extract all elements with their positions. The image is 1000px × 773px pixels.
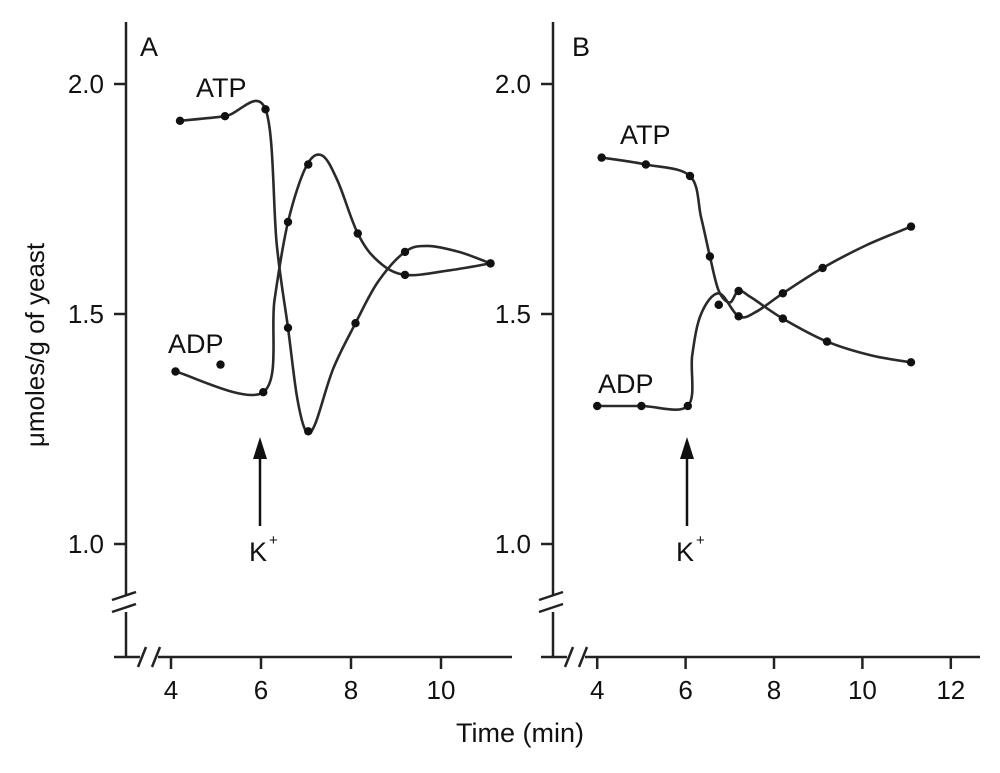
k-annotation: K xyxy=(676,537,694,567)
k-arrow-head xyxy=(680,437,694,459)
x-tick-label: 10 xyxy=(427,675,456,705)
data-point-adp xyxy=(734,312,743,321)
k-annotation-superscript: + xyxy=(696,532,705,549)
y-axis-label: μmoles/g of yeast xyxy=(20,242,50,447)
data-point-atp xyxy=(283,323,293,332)
data-point-adp xyxy=(818,263,827,273)
x-tick-label: 8 xyxy=(344,675,358,705)
data-point-adp xyxy=(486,259,495,268)
series-label-atp: ATP xyxy=(620,120,671,150)
data-point-adp xyxy=(353,229,362,238)
y-tick-label: 1.5 xyxy=(68,299,104,329)
k-arrow-head xyxy=(253,437,267,459)
x-tick-label: 12 xyxy=(936,675,965,705)
x-tick-label: 6 xyxy=(678,675,692,705)
data-point-adp xyxy=(593,401,602,411)
data-point-atp xyxy=(705,252,715,261)
data-point-adp xyxy=(171,367,180,376)
data-point-adp xyxy=(906,222,916,231)
series-label-adp: ADP xyxy=(598,369,654,399)
data-point-atp xyxy=(597,153,606,162)
x-axis-break-mark xyxy=(136,646,148,668)
k-annotation: K xyxy=(249,537,267,567)
y-tick-label: 1.5 xyxy=(495,299,531,329)
y-axis-break-mark xyxy=(538,590,564,602)
k-annotation-superscript: + xyxy=(269,532,278,549)
panel-label: A xyxy=(140,32,158,62)
x-axis-break-mark xyxy=(577,646,589,668)
y-axis-break-mark xyxy=(538,602,564,614)
data-point-adp xyxy=(304,160,313,169)
panel-label: B xyxy=(572,32,590,62)
data-point-adp xyxy=(216,360,225,369)
series-label-adp: ADP xyxy=(168,329,224,359)
data-point-atp xyxy=(261,105,270,114)
x-axis-label: Time (min) xyxy=(456,718,584,748)
data-point-atp xyxy=(778,314,788,323)
y-tick-label: 2.0 xyxy=(68,69,104,99)
data-point-adp xyxy=(683,401,693,411)
data-point-atp xyxy=(351,319,360,328)
data-point-atp xyxy=(400,247,410,257)
data-point-adp xyxy=(400,270,410,280)
series-line-atp xyxy=(600,156,913,364)
x-tick-label: 8 xyxy=(767,675,781,705)
data-point-atp xyxy=(906,358,916,367)
panel-A: 1.0 1.5 2.0 4 6 8 10 A ATP ADP K + xyxy=(68,22,512,705)
y-axis-break-mark xyxy=(111,602,137,614)
x-axis-break-mark xyxy=(563,646,575,668)
data-point-adp xyxy=(637,401,646,411)
data-point-atp xyxy=(734,286,743,296)
x-tick-label: 4 xyxy=(590,675,604,705)
data-point-atp xyxy=(641,160,651,169)
panel-B: 1.0 1.5 2.0 4 6 8 10 12 B ATP ADP K + xyxy=(495,22,980,705)
data-point-adp xyxy=(259,388,268,397)
data-point-adp xyxy=(283,217,293,227)
data-point-atp xyxy=(822,337,832,346)
data-point-adp xyxy=(714,300,723,309)
series-label-atp: ATP xyxy=(196,73,247,103)
y-tick-label: 1.0 xyxy=(495,529,531,559)
data-point-atp xyxy=(304,427,313,436)
data-point-atp xyxy=(685,171,695,181)
y-axis-break-mark xyxy=(111,590,137,602)
y-tick-label: 1.0 xyxy=(68,529,104,559)
data-point-atp xyxy=(175,116,185,126)
data-point-adp xyxy=(778,289,788,298)
x-tick-label: 6 xyxy=(254,675,268,705)
series-line-atp xyxy=(178,99,492,436)
x-tick-label: 4 xyxy=(164,675,178,705)
x-axis-break-mark xyxy=(150,646,162,668)
x-tick-label: 10 xyxy=(848,675,877,705)
data-point-atp xyxy=(220,112,230,121)
y-tick-label: 2.0 xyxy=(495,69,531,99)
